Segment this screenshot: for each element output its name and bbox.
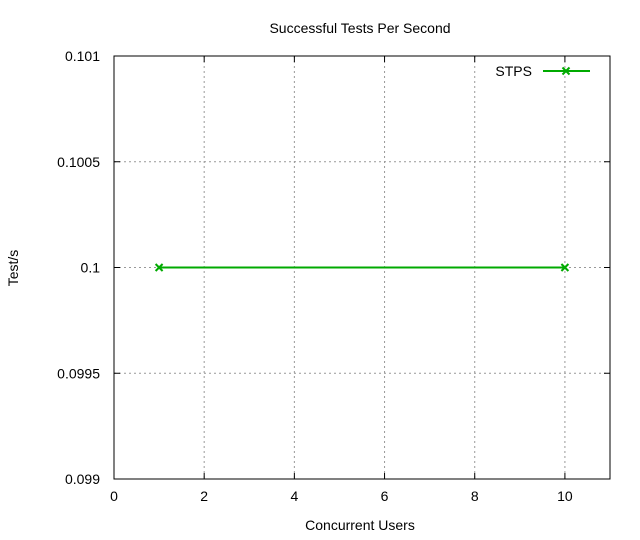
x-tick-label: 4 [290,488,298,504]
x-tick-label: 10 [557,488,573,504]
x-tick-label: 8 [471,488,479,504]
chart-title: Successful Tests Per Second [269,20,450,36]
axis-ticks: 0 2 4 6 8 10 0.099 0.0995 0.1 0.1005 0.101 [57,48,610,504]
y-tick-label: 0.101 [65,48,100,64]
y-tick-label: 0.099 [65,471,100,487]
y-tick-label: 0.0995 [57,365,100,381]
series-layer [154,263,570,272]
legend-marker-x [561,66,571,76]
legend-label-stps: STPS [495,63,532,79]
y-tick-label: 0.1005 [57,154,100,170]
legend: STPS [495,63,590,79]
data-point-marker [154,263,164,272]
x-axis-title: Concurrent Users [305,517,415,533]
x-tick-label: 2 [200,488,208,504]
y-tick-label: 0.1 [81,260,101,276]
y-axis-title: Test/s [5,250,21,287]
data-point-marker [560,263,570,272]
x-tick-label: 6 [381,488,389,504]
legend-marker-stps [561,66,571,76]
x-tick-label: 0 [110,488,118,504]
